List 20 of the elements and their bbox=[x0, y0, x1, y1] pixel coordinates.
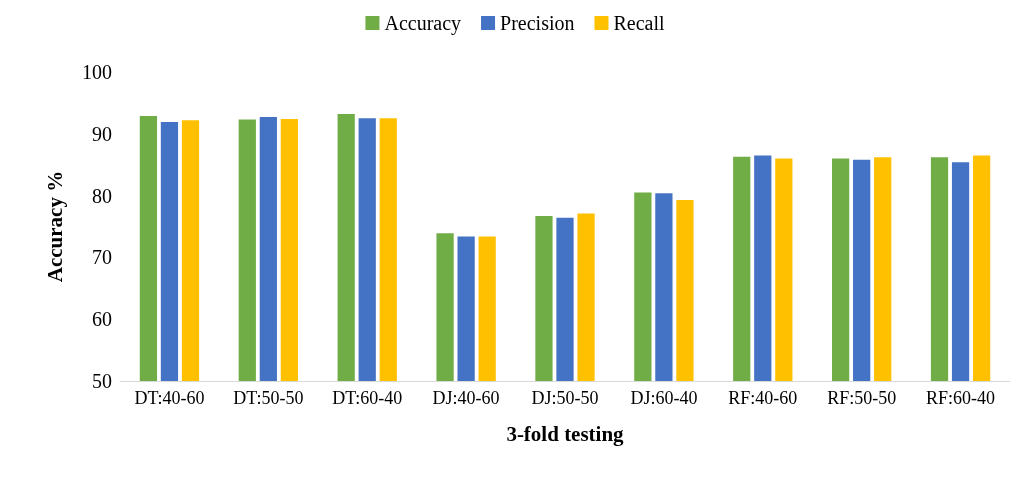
y-tick-label: 90 bbox=[92, 122, 112, 145]
x-tick-label: DT:50-50 bbox=[233, 388, 304, 408]
x-tick-label: DJ:40-60 bbox=[432, 388, 500, 408]
y-tick-label: 50 bbox=[92, 370, 112, 392]
x-axis-title: 3-fold testing bbox=[506, 421, 625, 446]
x-tick-label: DT:40-60 bbox=[134, 388, 205, 408]
x-tick-label: DT:60-40 bbox=[332, 388, 403, 408]
x-tick-label: RF:40-60 bbox=[728, 388, 798, 408]
x-tick-label: RF:60-40 bbox=[926, 388, 996, 408]
x-tick-label: DJ:60-40 bbox=[630, 388, 698, 408]
legend-label: Accuracy bbox=[384, 12, 462, 35]
y-tick-label: 70 bbox=[92, 246, 112, 269]
x-tick-label: RF:50-50 bbox=[827, 388, 897, 408]
legend-label: Precision bbox=[500, 12, 575, 34]
y-tick-label: 60 bbox=[92, 308, 112, 331]
legend-label: Recall bbox=[613, 12, 666, 34]
y-tick-label: 80 bbox=[92, 184, 112, 207]
y-tick-label: 100 bbox=[82, 61, 112, 83]
x-tick-label: DJ:50-50 bbox=[531, 388, 599, 408]
y-axis-title: Accuracy % bbox=[42, 170, 67, 283]
